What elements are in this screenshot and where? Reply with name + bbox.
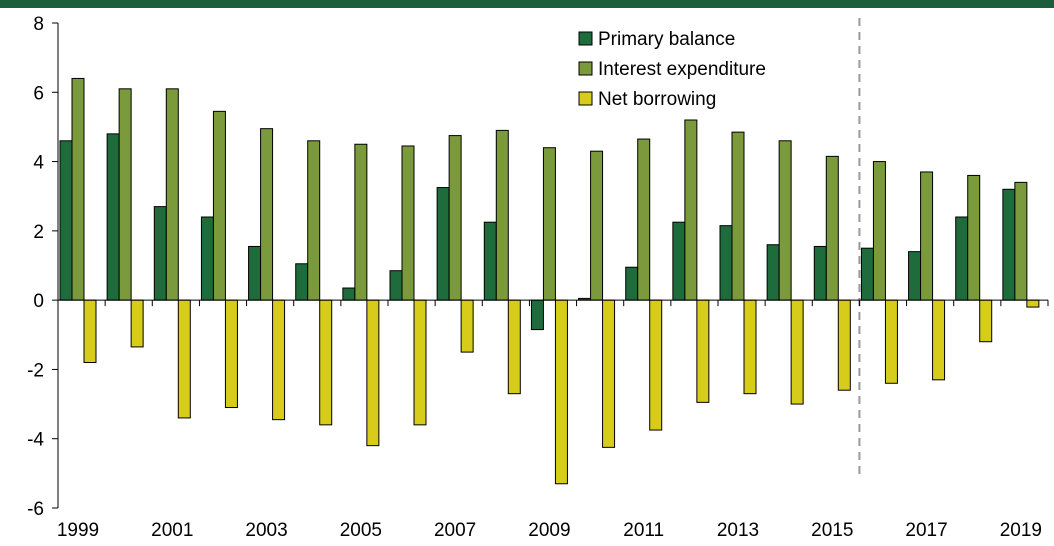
legend-swatch-primary-balance (578, 31, 593, 46)
bar-interest-expenditure-2017 (920, 171, 934, 301)
bar-interest-expenditure-2002 (212, 110, 226, 301)
y-tick-label--6: -6 (27, 499, 44, 520)
bar-interest-expenditure-2004 (307, 140, 321, 301)
bar-net-borrowing-2012 (696, 299, 710, 403)
legend-label-net-borrowing: Net borrowing (598, 89, 716, 110)
bar-interest-expenditure-2003 (260, 128, 274, 301)
y-tick-label-6: 6 (33, 83, 44, 104)
bar-primary-balance-2011 (625, 266, 639, 301)
x-tick-label-2003: 2003 (245, 520, 287, 541)
y-tick-label-4: 4 (33, 153, 44, 174)
bar-interest-expenditure-2012 (684, 119, 698, 301)
bar-interest-expenditure-2001 (165, 88, 179, 301)
bars-group (59, 77, 1040, 485)
bar-net-borrowing-1999 (83, 299, 97, 364)
bar-primary-balance-2009 (530, 299, 544, 331)
legend-label-primary-balance: Primary balance (598, 29, 735, 50)
bar-net-borrowing-2013 (743, 299, 757, 395)
legend-label-interest-expenditure: Interest expenditure (598, 59, 766, 80)
bar-primary-balance-2003 (248, 245, 262, 301)
bar-net-borrowing-2011 (649, 299, 663, 431)
bar-primary-balance-1999 (59, 140, 73, 301)
bar-interest-expenditure-2007 (448, 135, 462, 301)
bar-net-borrowing-2000 (130, 299, 144, 348)
bar-primary-balance-2001 (153, 206, 167, 301)
bar-net-borrowing-2003 (272, 299, 286, 421)
bar-interest-expenditure-2019 (1014, 181, 1028, 301)
x-tick-label-2019: 2019 (1000, 520, 1042, 541)
x-tick-label-2015: 2015 (811, 520, 853, 541)
bar-net-borrowing-2016 (884, 299, 898, 384)
legend-swatch-interest-expenditure (578, 61, 593, 76)
bar-primary-balance-2017 (908, 251, 922, 301)
bar-interest-expenditure-2006 (401, 145, 415, 301)
bar-interest-expenditure-2014 (778, 140, 792, 301)
y-tick-label--4: -4 (27, 430, 44, 451)
bar-primary-balance-2005 (342, 287, 356, 301)
bar-primary-balance-2015 (813, 245, 827, 301)
x-tick-label-1999: 1999 (57, 520, 99, 541)
bar-primary-balance-2013 (719, 225, 733, 301)
bar-net-borrowing-2007 (460, 299, 474, 353)
bar-interest-expenditure-2009 (542, 147, 556, 301)
bar-interest-expenditure-2000 (118, 88, 132, 301)
bar-interest-expenditure-2005 (354, 143, 368, 301)
x-tick-label-2007: 2007 (434, 520, 476, 541)
legend: Primary balance Interest expenditure Net… (578, 29, 766, 110)
bar-primary-balance-2004 (295, 263, 309, 301)
bar-net-borrowing-2010 (602, 299, 616, 448)
bar-net-borrowing-2004 (319, 299, 333, 426)
y-tick-label--2: -2 (27, 360, 44, 381)
bar-primary-balance-2008 (483, 221, 497, 301)
x-tick-label-2001: 2001 (151, 520, 193, 541)
bar-primary-balance-2002 (200, 216, 214, 301)
header-bar (0, 0, 1054, 8)
axes-group: -6 -4 -2 0 2 4 6 8 1999 2001 2003 2005 2007 2009 2011 2… (27, 14, 1049, 541)
bar-interest-expenditure-2008 (495, 129, 509, 301)
bar-interest-expenditure-2010 (590, 150, 604, 301)
bar-net-borrowing-2005 (366, 299, 380, 447)
bar-net-borrowing-2019 (1026, 299, 1040, 308)
bar-primary-balance-2012 (672, 221, 686, 301)
bar-net-borrowing-2015 (837, 299, 851, 391)
bar-interest-expenditure-2013 (731, 131, 745, 301)
bar-net-borrowing-2009 (554, 299, 568, 485)
bar-interest-expenditure-2018 (967, 174, 981, 301)
x-tick-label-2009: 2009 (528, 520, 570, 541)
bar-primary-balance-2019 (1002, 188, 1016, 301)
bar-net-borrowing-2017 (932, 299, 946, 381)
legend-swatch-net-borrowing (578, 91, 593, 106)
x-tick-label-2017: 2017 (905, 520, 947, 541)
bar-net-borrowing-2018 (979, 299, 993, 343)
bar-interest-expenditure-2015 (825, 155, 839, 301)
bar-primary-balance-2007 (436, 187, 450, 301)
bar-primary-balance-2006 (389, 270, 403, 301)
x-tick-label-2005: 2005 (340, 520, 382, 541)
bar-primary-balance-2016 (860, 247, 874, 301)
bar-interest-expenditure-1999 (71, 77, 85, 301)
x-tick-label-2011: 2011 (623, 520, 664, 541)
y-tick-label-8: 8 (33, 14, 44, 35)
x-tick-label-2013: 2013 (717, 520, 759, 541)
bar-interest-expenditure-2011 (637, 138, 651, 301)
bar-net-borrowing-2006 (413, 299, 427, 426)
y-tick-label-2: 2 (33, 222, 44, 243)
bar-net-borrowing-2001 (177, 299, 191, 419)
bar-primary-balance-2014 (766, 244, 780, 301)
bar-net-borrowing-2002 (224, 299, 238, 409)
bar-interest-expenditure-2016 (872, 161, 886, 301)
y-tick-label-0: 0 (33, 291, 44, 312)
bar-primary-balance-2000 (106, 133, 120, 301)
bar-net-borrowing-2014 (790, 299, 804, 405)
bar-net-borrowing-2008 (507, 299, 521, 395)
bar-primary-balance-2018 (955, 216, 969, 301)
